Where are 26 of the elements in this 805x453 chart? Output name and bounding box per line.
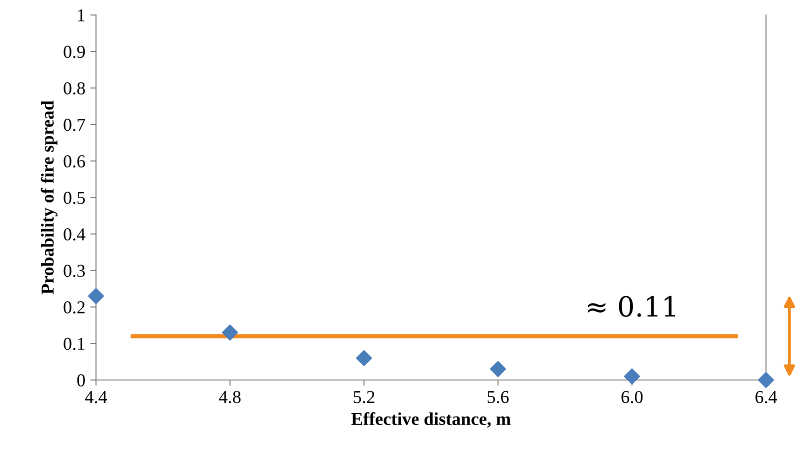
x-axis-title: Effective distance, m bbox=[351, 412, 511, 428]
y-tick-label: 0.2 bbox=[64, 301, 85, 314]
y-tick-label: 0.8 bbox=[64, 82, 85, 95]
y-axis-title: Probability of fire spread bbox=[40, 100, 58, 294]
y-tick-label: 0 bbox=[77, 374, 85, 386]
point bbox=[758, 372, 774, 388]
x-tick-label: 6.4 bbox=[755, 390, 778, 404]
x-tick-label: 5.2 bbox=[354, 390, 374, 404]
point bbox=[490, 361, 506, 378]
point bbox=[88, 288, 104, 304]
x-tick-label: 4.8 bbox=[219, 390, 241, 404]
point bbox=[356, 350, 372, 366]
y-tick-label: 0.9 bbox=[64, 46, 85, 58]
point bbox=[222, 324, 238, 341]
y-tick-label: 0.6 bbox=[64, 155, 86, 168]
point bbox=[624, 368, 640, 384]
y-tick-label: 0.3 bbox=[64, 264, 85, 278]
x-tick-label: 4.4 bbox=[85, 391, 108, 404]
y-tick-label: 0.5 bbox=[64, 192, 85, 204]
x-tick-label: 5.6 bbox=[488, 390, 509, 404]
annotation: ≈ 0.11 bbox=[588, 296, 676, 317]
y-tick-label: 0.7 bbox=[64, 118, 86, 132]
y-tick-label: 0.4 bbox=[64, 228, 86, 241]
y-tick-label: 0.1 bbox=[64, 338, 84, 350]
y-tick-label: 1 bbox=[78, 9, 84, 22]
x-tick-label: 6.0 bbox=[621, 390, 643, 404]
